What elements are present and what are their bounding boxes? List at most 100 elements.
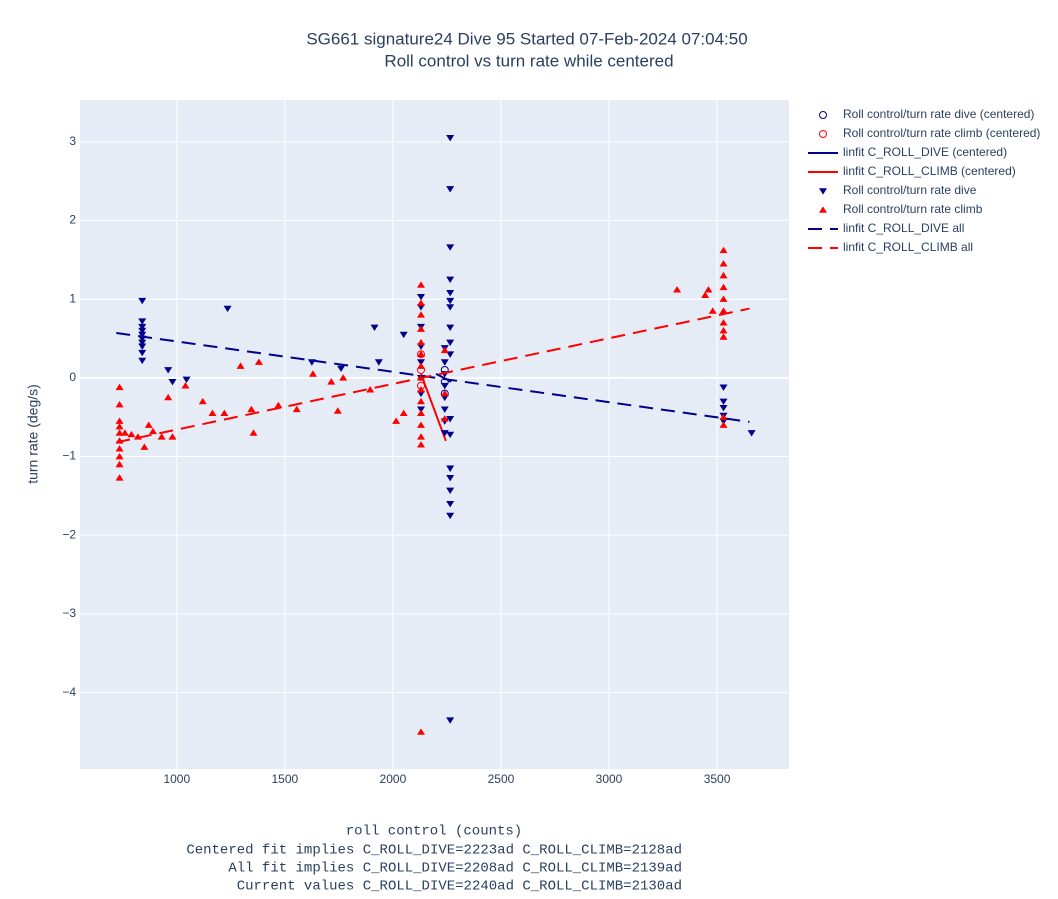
point [446,487,455,494]
point [416,293,425,301]
point [144,421,153,428]
point [138,318,147,325]
y-tick-label: −1 [62,449,76,463]
x-tick-label: 2000 [380,772,407,786]
point [254,358,263,365]
point [719,404,728,412]
annotation: Centered fit implies C_ROLL_DIVE=2223ad … [186,843,682,859]
point [416,362,425,369]
point [138,357,147,365]
point [366,386,375,393]
point [339,374,348,381]
point [704,286,713,293]
point [673,286,682,293]
point [701,291,710,298]
legend-label: linfit C_ROLL_DIVE all [843,221,964,235]
point [440,359,449,366]
point [719,384,728,391]
point [446,304,455,311]
point [236,362,245,369]
point [416,421,425,428]
y-tick-label: 3 [69,134,76,148]
point [149,427,158,435]
point [138,327,147,335]
point [392,417,401,424]
point [370,324,379,332]
legend-swatch [819,206,827,213]
point [399,331,408,339]
point [168,433,177,440]
point [138,343,147,350]
point [416,441,425,448]
point [440,389,449,397]
point [416,350,425,358]
y-axis-title: turn rate (deg/s) [25,384,41,484]
point [440,382,449,390]
point [719,398,728,406]
point [446,134,455,142]
point [719,260,728,267]
y-tick-label: 1 [69,291,76,305]
point [416,433,425,440]
point [719,319,728,326]
chart-title: SG661 signature24 Dive 95 Started 07-Feb… [306,29,747,48]
fit-line [420,373,447,442]
point [138,323,147,331]
point [416,299,425,306]
point [446,290,455,297]
point [446,500,455,508]
y-tick-label: −2 [62,527,76,541]
point [719,283,728,291]
point [416,728,425,735]
legend-label: linfit C_ROLL_DIVE (centered) [843,145,1007,159]
point [115,460,124,468]
point [115,474,124,481]
point [416,338,425,346]
point [446,297,455,305]
point [220,409,229,417]
x-tick-label: 1000 [163,772,190,786]
point [115,445,124,452]
point [440,346,449,354]
point [138,339,147,347]
point [223,305,232,313]
point [719,295,728,302]
point [446,186,455,193]
x-tick-label: 3000 [596,772,623,786]
point [115,452,124,460]
plot-area [80,100,789,769]
point [138,331,147,339]
point [274,401,283,409]
point [157,433,166,440]
point [446,512,455,520]
point [446,276,455,284]
point [719,413,728,420]
point [181,382,190,389]
x-tick-label: 1500 [272,772,299,786]
legend-label: Roll control/turn rate climb [843,202,983,216]
y-tick-label: 0 [69,370,76,384]
legend-label: Roll control/turn rate climb (centered) [843,126,1040,140]
point [416,311,425,318]
legend: Roll control/turn rate dive (centered) Ro… [808,107,1040,254]
point [115,417,124,424]
point [719,327,728,334]
point [446,717,455,724]
point [140,443,149,450]
point [440,415,449,422]
legend-label: Roll control/turn rate dive (centered) [843,107,1034,121]
point [138,297,147,305]
y-tick-label: −3 [62,606,76,620]
point [446,244,455,251]
point [138,349,147,357]
point [446,431,455,439]
annotation: All fit implies C_ROLL_DIVE=2208ad C_ROL… [228,861,682,877]
point [115,429,124,436]
point [446,465,455,472]
point [164,393,173,401]
point [446,415,455,423]
point [440,406,449,413]
legend-label: linfit C_ROLL_CLIMB (centered) [843,164,1016,178]
point [416,409,425,417]
